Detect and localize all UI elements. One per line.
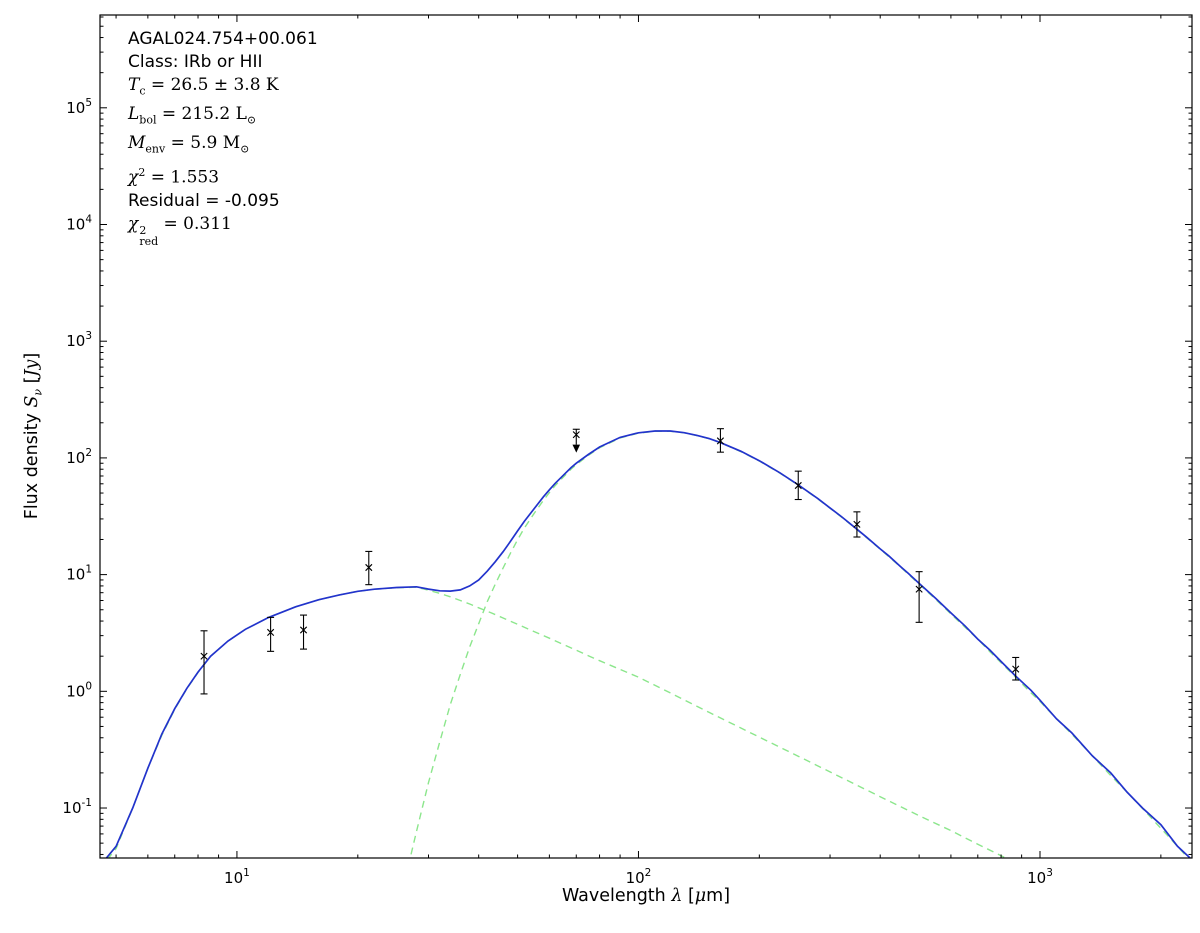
x-label-bracket: [ — [682, 886, 695, 906]
bolometric-luminosity: Lbol = 215.2 L⊙ — [128, 103, 318, 132]
y-axis-label: Flux density Sν [Jy] — [22, 353, 45, 519]
chi-exponent: 2 — [138, 165, 146, 179]
warm-component-curve — [107, 586, 1008, 858]
chi-red-value: = 0.311 — [158, 213, 232, 234]
dust-temperature: Tc = 26.5 ± 3.8 K — [128, 74, 318, 103]
fit-parameters-annotation: AGAL024.754+00.061 Class: IRb or HII Tc … — [128, 28, 318, 248]
x-label-unit: m] — [706, 886, 731, 906]
x-marker — [365, 563, 373, 572]
tick-labels: 101 102 103 10-1 100 101 102 103 104 105 — [62, 97, 1052, 887]
lbol-symbol: L — [128, 103, 140, 124]
menv-subscript: env — [145, 142, 166, 156]
chi-red-subscript: red — [139, 235, 159, 249]
temp-value: = 26.5 ± 3.8 K — [145, 75, 279, 95]
residual: Residual = -0.095 — [128, 190, 280, 211]
y-label-bracket: [ — [21, 376, 42, 389]
temp-symbol: T — [128, 75, 140, 95]
chi-value: = 1.553 — [145, 167, 220, 188]
x-marker — [1012, 665, 1020, 673]
x-axis-label: Wavelength λ [μm] — [562, 886, 730, 906]
sun-symbol: ⊙ — [246, 113, 257, 127]
chi-exponent: 2 — [139, 223, 147, 237]
svg-text:101: 101 — [66, 564, 92, 584]
svg-text:102: 102 — [66, 447, 92, 467]
svg-text:101: 101 — [224, 867, 250, 887]
y-label-unit: Jy — [21, 359, 42, 377]
x-marker — [572, 431, 580, 439]
flux-symbol: S — [21, 395, 42, 408]
data-points — [200, 428, 1020, 695]
svg-text:100: 100 — [66, 680, 92, 700]
menv-symbol: M — [128, 132, 146, 153]
upper-limit-arrow — [572, 444, 581, 453]
lambda-symbol: λ — [671, 886, 683, 906]
x-marker — [853, 520, 861, 528]
temp-subscript: c — [139, 84, 146, 98]
svg-text:102: 102 — [626, 867, 652, 887]
plot-frame — [99, 14, 1193, 859]
total-model-curve — [105, 430, 1192, 858]
menv-value: = 5.9 M — [165, 132, 241, 153]
svg-text:10-1: 10-1 — [62, 797, 92, 817]
y-label-bracket-close: ] — [21, 352, 42, 360]
x-marker — [915, 585, 923, 593]
svg-text:105: 105 — [66, 97, 92, 117]
envelope-mass: Menv = 5.9 M⊙ — [128, 132, 318, 161]
lbol-value: = 215.2 L — [156, 103, 247, 124]
lbol-subscript: bol — [139, 113, 157, 127]
x-label-text: Wavelength — [561, 886, 672, 906]
chi-red-stack: 2 red — [139, 225, 158, 248]
mu-symbol: μ — [694, 886, 707, 906]
x-marker — [299, 626, 308, 634]
source-name: AGAL024.754+00.061 — [128, 29, 318, 49]
svg-text:104: 104 — [66, 214, 92, 234]
source-class: Class: IRb or HII — [128, 52, 263, 72]
x-marker — [267, 628, 275, 636]
sun-symbol: ⊙ — [240, 142, 250, 156]
x-marker — [794, 481, 802, 490]
chi-symbol: χ — [128, 213, 139, 234]
x-marker — [200, 652, 208, 660]
svg-text:103: 103 — [1027, 867, 1053, 887]
chi-squared: χ2 = 1.553 — [128, 161, 318, 190]
reduced-chi-squared: χ 2 red = 0.311 — [128, 213, 318, 248]
x-marker — [716, 437, 725, 445]
nu-subscript: ν — [31, 388, 45, 396]
svg-text:103: 103 — [66, 330, 92, 350]
model-curves — [105, 430, 1192, 858]
chi-symbol: χ — [128, 167, 139, 188]
y-label-text: Flux density — [21, 407, 42, 520]
axis-ticks — [100, 15, 1192, 858]
